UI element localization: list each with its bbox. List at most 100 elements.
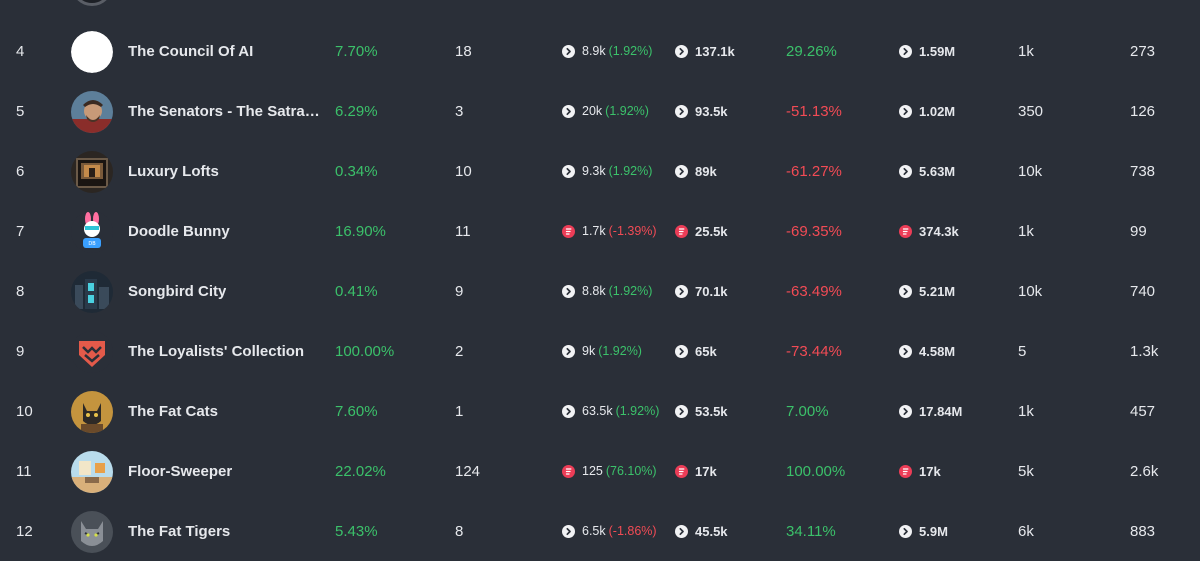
collection-avatar [71, 511, 113, 553]
market-cap-cell: 5.9M [899, 501, 948, 561]
table-row[interactable]: 11 Floor-Sweeper 22.02% 124 125 (76.10%)… [0, 441, 1200, 501]
f-coin-icon [899, 224, 912, 238]
collection-name-link[interactable]: The Fat Tigers [128, 522, 231, 540]
count-cell: 9 [455, 282, 464, 300]
percent-cell: 22.02% [335, 462, 386, 480]
volume-cell: 53.5k [675, 381, 728, 441]
volume-value: 93.5k [695, 103, 728, 119]
volume-value: 25.5k [695, 223, 728, 239]
chevron-coin-icon [675, 284, 688, 298]
chevron-coin-icon [562, 164, 575, 178]
chevron-coin-icon [899, 404, 912, 418]
table-row[interactable]: 5 The Senators - The Satraps C... 6.29% … [0, 81, 1200, 141]
table-row[interactable]: 9 The Loyalists' Collection 100.00% 2 9k… [0, 321, 1200, 381]
market-cap-cell: 5.21M [899, 261, 955, 321]
collection-avatar [71, 391, 113, 433]
market-cap-cell: 5.63M [899, 141, 955, 201]
table-row[interactable]: 12 The Fat Tigers 5.43% 8 6.5k (-1.86%) … [0, 501, 1200, 561]
collection-name-link[interactable]: Songbird City [128, 282, 227, 300]
count-cell: 10 [455, 162, 472, 180]
chevron-coin-icon [675, 404, 688, 418]
market-cap-cell: 17.84M [899, 381, 962, 441]
floor-price-value: 1.7k [582, 224, 606, 238]
supply-cell: 740 [1130, 282, 1156, 300]
rank-cell: 8 [16, 282, 25, 300]
rank-cell: 10 [16, 402, 33, 420]
rank-cell: 12 [16, 522, 33, 540]
chevron-coin-icon [675, 104, 688, 118]
rank-cell: 9 [16, 342, 25, 360]
supply-cell: 126 [1130, 102, 1156, 120]
table-row[interactable]: 10 The Fat Cats 7.60% 1 63.5k (1.92%) 53… [0, 381, 1200, 441]
collection-name-link[interactable]: The Loyalists' Collection [128, 342, 305, 360]
count-cell: 8 [455, 522, 464, 540]
collection-name-link[interactable]: The Senators - The Satraps C... [128, 102, 324, 120]
floor-change-value: (-1.86%) [608, 524, 657, 538]
collection-avatar [71, 31, 113, 73]
floor-price-value: 8.9k [582, 44, 606, 58]
collection-avatar [71, 271, 113, 313]
count-cell: 1 [455, 402, 464, 420]
supply-cell: 273 [1130, 42, 1156, 60]
market-cap-value: 1.02M [919, 103, 956, 119]
floor-price-value: 6.5k [582, 524, 606, 538]
table-row[interactable]: 8 Songbird City 0.41% 9 8.8k (1.92%) 70.… [0, 261, 1200, 321]
collection-name-link[interactable]: Doodle Bunny [128, 222, 230, 240]
owners-cell: 5 [1018, 342, 1027, 360]
rank-cell: 7 [16, 222, 25, 240]
change-cell: 100.00% [786, 462, 846, 480]
table-row[interactable]: 7 DB Doodle Bunny 16.90% 11 1.7k (-1.39%… [0, 201, 1200, 261]
market-cap-cell: 1.02M [899, 81, 955, 141]
floor-change-value: (76.10%) [605, 464, 657, 478]
collection-name-link[interactable]: The Council Of AI [128, 42, 254, 60]
percent-cell: 6.29% [335, 102, 378, 120]
chevron-coin-icon [675, 344, 688, 358]
volume-cell: 25.5k [675, 201, 728, 261]
market-cap-cell: 374.3k [899, 201, 959, 261]
change-cell: -69.35% [786, 222, 842, 240]
volume-cell: 17k [675, 441, 717, 501]
table-row[interactable]: 6 Luxury Lofts 0.34% 10 9.3k (1.92%) 89k… [0, 141, 1200, 201]
f-coin-icon [899, 464, 912, 478]
collection-avatar: DB [71, 211, 113, 253]
supply-cell: 99 [1130, 222, 1147, 240]
floor-price-value: 9k [582, 344, 596, 358]
floor-change-value: (1.92%) [605, 104, 649, 118]
chevron-coin-icon [899, 164, 912, 178]
owners-cell: 5k [1018, 462, 1034, 480]
owners-cell: 1k [1018, 42, 1034, 60]
change-cell: -61.27% [786, 162, 842, 180]
volume-value: 137.1k [695, 43, 735, 59]
count-cell: 3 [455, 102, 464, 120]
chevron-coin-icon [562, 524, 575, 538]
floor-price-value: 20k [582, 104, 603, 118]
collection-name-link[interactable]: The Fat Cats [128, 402, 219, 420]
collection-name-link[interactable]: Floor-Sweeper [128, 462, 233, 480]
owners-cell: 6k [1018, 522, 1034, 540]
volume-value: 70.1k [695, 283, 728, 299]
chevron-coin-icon [562, 104, 575, 118]
f-coin-icon [675, 464, 688, 478]
floor-change-value: (1.92%) [608, 164, 653, 178]
chevron-coin-icon [562, 284, 575, 298]
floor-price-value: 8.8k [582, 284, 606, 298]
chevron-coin-icon [675, 44, 688, 58]
market-cap-cell: 1.59M [899, 21, 955, 81]
floor-price-value: 9.3k [582, 164, 606, 178]
floor-price-cell: 20k (1.92%) [562, 81, 649, 141]
chevron-coin-icon [562, 44, 575, 58]
f-coin-icon [562, 464, 575, 478]
floor-price-value: 125 [582, 464, 603, 478]
chevron-coin-icon [562, 404, 575, 418]
market-cap-value: 4.58M [919, 343, 956, 359]
volume-value: 65k [695, 343, 717, 359]
table-row[interactable]: 4 The Council Of AI 7.70% 18 8.9k (1.92%… [0, 21, 1200, 81]
market-cap-cell: 4.58M [899, 321, 955, 381]
collection-avatar [71, 331, 113, 373]
percent-cell: 100.00% [335, 342, 395, 360]
volume-value: 53.5k [695, 403, 728, 419]
collection-name-link[interactable]: Luxury Lofts [128, 162, 219, 180]
percent-cell: 7.70% [335, 42, 378, 60]
floor-price-cell: 8.9k (1.92%) [562, 21, 652, 81]
supply-cell: 1.3k [1130, 342, 1159, 360]
